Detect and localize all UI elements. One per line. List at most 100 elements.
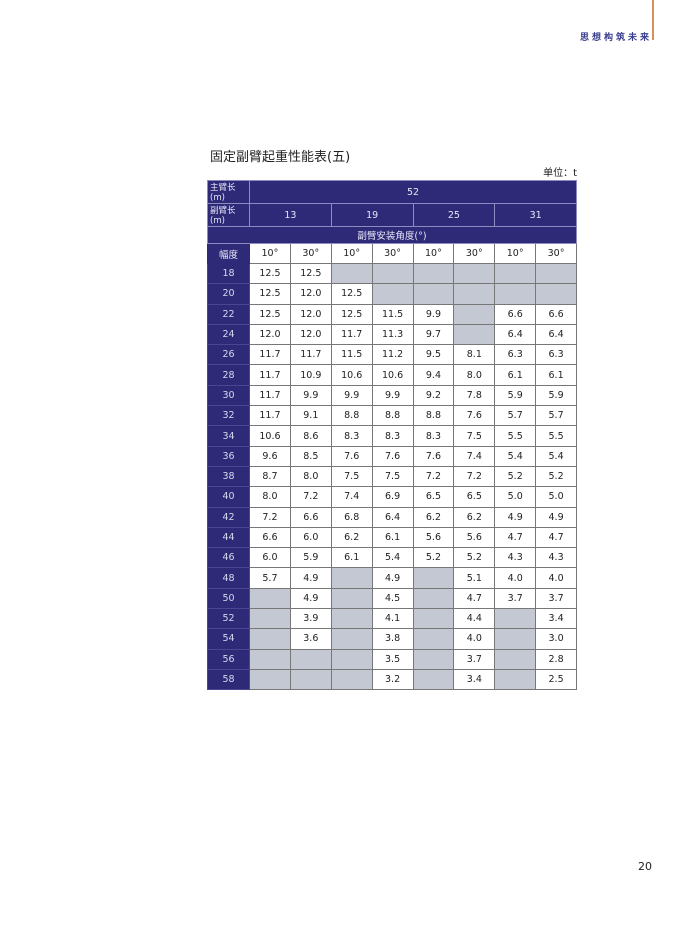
capacity-cell: 11.5	[371, 303, 414, 325]
capacity-cell: 5.6	[412, 526, 455, 549]
capacity-cell: 5.2	[494, 465, 537, 488]
capacity-cell: 8.8	[412, 405, 455, 427]
empty-cell	[330, 668, 373, 691]
table-row: 54 3.6 3.8 4.0 3.0	[207, 628, 577, 650]
brand-slogan: 思想构筑未来	[579, 33, 652, 43]
jib-length-row: 副臂长(m) 13 19 25 31	[207, 203, 577, 227]
capacity-cell: 5.2	[412, 547, 455, 569]
jib-label: 副臂长(m)	[207, 203, 250, 227]
capacity-cell: 7.5	[453, 425, 496, 447]
angle-header: 30°	[535, 243, 577, 264]
capacity-cell: 7.8	[453, 384, 496, 407]
jib-length: 13	[249, 203, 332, 227]
empty-cell	[371, 262, 414, 285]
table-row: 58 3.2 3.4 2.5	[207, 668, 577, 691]
angle-header: 10°	[330, 243, 373, 264]
capacity-cell: 4.9	[371, 567, 414, 589]
capacity-cell: 12.5	[289, 262, 332, 285]
radius-cell: 50	[207, 587, 250, 610]
capacity-cell: 11.3	[371, 323, 414, 346]
capacity-cell: 8.3	[330, 425, 373, 447]
angle-header: 10°	[412, 243, 455, 264]
capacity-cell: 11.2	[371, 344, 414, 366]
capacity-cell: 12.0	[289, 283, 332, 305]
radius-label: 幅度	[207, 243, 250, 264]
capacity-cell: 11.7	[249, 344, 291, 366]
radius-cell: 54	[207, 628, 250, 650]
empty-cell	[535, 262, 577, 285]
table-row: 36 9.6 8.5 7.6 7.6 7.6 7.4 5.4 5.4	[207, 445, 577, 467]
capacity-cell: 9.9	[412, 303, 455, 325]
capacity-cell: 4.0	[535, 567, 577, 589]
capacity-cell: 12.5	[249, 283, 291, 305]
table-row: 22 12.5 12.0 12.5 11.5 9.9 6.6 6.6	[207, 303, 577, 325]
empty-cell	[330, 567, 373, 589]
capacity-cell: 6.2	[412, 506, 455, 528]
capacity-cell: 9.5	[412, 344, 455, 366]
capacity-cell: 6.6	[535, 303, 577, 325]
radius-cell: 20	[207, 283, 250, 305]
capacity-cell: 12.0	[289, 303, 332, 325]
capacity-cell: 12.5	[249, 262, 291, 285]
empty-cell	[249, 628, 291, 650]
capacity-cell: 4.7	[494, 526, 537, 549]
table-row: 48 5.7 4.9 4.9 5.1 4.0 4.0	[207, 567, 577, 589]
empty-cell	[494, 668, 537, 691]
table-row: 32 11.7 9.1 8.8 8.8 8.8 7.6 5.7 5.7	[207, 405, 577, 427]
table-row: 30 11.7 9.9 9.9 9.9 9.2 7.8 5.9 5.9	[207, 384, 577, 407]
radius-cell: 56	[207, 648, 250, 670]
table-row: 24 12.0 12.0 11.7 11.3 9.7 6.4 6.4	[207, 323, 577, 346]
empty-cell	[535, 283, 577, 305]
angle-header: 30°	[453, 243, 496, 264]
capacity-cell: 11.7	[249, 405, 291, 427]
capacity-cell: 8.0	[289, 465, 332, 488]
radius-cell: 38	[207, 465, 250, 488]
empty-cell	[494, 628, 537, 650]
capacity-cell: 4.4	[453, 608, 496, 630]
angle-header: 10°	[249, 243, 291, 264]
capacity-cell: 6.6	[494, 303, 537, 325]
empty-cell	[494, 283, 537, 305]
capacity-cell: 7.5	[371, 465, 414, 488]
empty-cell	[412, 587, 455, 610]
empty-cell	[453, 283, 496, 305]
capacity-cell: 5.7	[535, 405, 577, 427]
capacity-cell: 7.5	[330, 465, 373, 488]
capacity-cell: 6.8	[330, 506, 373, 528]
capacity-cell: 8.1	[453, 344, 496, 366]
radius-cell: 48	[207, 567, 250, 589]
empty-cell	[494, 648, 537, 670]
unit-label: 单位：t	[543, 168, 577, 179]
capacity-cell: 6.5	[453, 486, 496, 508]
capacity-cell: 5.9	[535, 384, 577, 407]
capacity-cell: 3.6	[289, 628, 332, 650]
capacity-cell: 12.0	[249, 323, 291, 346]
capacity-cell: 5.6	[453, 526, 496, 549]
radius-cell: 44	[207, 526, 250, 549]
capacity-cell: 4.0	[494, 567, 537, 589]
radius-cell: 36	[207, 445, 250, 467]
radius-cell: 24	[207, 323, 250, 346]
radius-cell: 42	[207, 506, 250, 528]
header-accent-line	[652, 0, 654, 40]
empty-cell	[289, 668, 332, 691]
empty-cell	[249, 608, 291, 630]
capacity-cell: 4.9	[535, 506, 577, 528]
capacity-cell: 5.7	[249, 567, 291, 589]
capacity-cell: 3.9	[289, 608, 332, 630]
capacity-cell: 9.4	[412, 364, 455, 386]
capacity-cell: 6.5	[412, 486, 455, 508]
table-row: 28 11.7 10.9 10.6 10.6 9.4 8.0 6.1 6.1	[207, 364, 577, 386]
table-row: 52 3.9 4.1 4.4 3.4	[207, 608, 577, 630]
capacity-cell: 7.2	[249, 506, 291, 528]
capacity-cell: 6.9	[371, 486, 414, 508]
capacity-cell: 5.4	[371, 547, 414, 569]
empty-cell	[249, 587, 291, 610]
capacity-cell: 8.5	[289, 445, 332, 467]
angle-title-row: 副臂安装角度(°)	[207, 226, 577, 244]
empty-cell	[249, 668, 291, 691]
capacity-cell: 9.9	[330, 384, 373, 407]
capacity-cell: 5.4	[535, 445, 577, 467]
load-chart-table: 主臂长(m) 52 副臂长(m) 13 19 25 31 副臂安装角度(°) 幅…	[207, 180, 577, 691]
capacity-cell: 8.0	[453, 364, 496, 386]
